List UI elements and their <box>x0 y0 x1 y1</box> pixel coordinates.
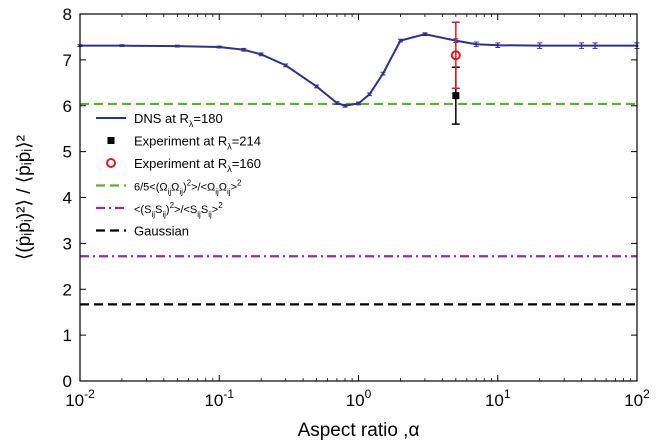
x-tick-label-2: 100 <box>346 387 372 410</box>
y-tick-label-6: 6 <box>63 97 72 116</box>
x-tick-label-1: 10-1 <box>204 387 234 410</box>
dns-point-11 <box>368 92 371 96</box>
y-tick-label-4: 4 <box>63 189 72 208</box>
dns-point-17 <box>496 43 500 47</box>
y-tick-label-1: 1 <box>63 326 72 345</box>
dns-point-16 <box>474 42 478 46</box>
y-tick-label-3: 3 <box>63 234 72 253</box>
legend-swatch-circle <box>106 158 116 168</box>
experiment-circle-marker <box>450 50 461 61</box>
x-tick-label-4: 102 <box>624 387 650 410</box>
dns-point-20 <box>593 44 597 48</box>
x-axis-title: Aspect ratio ,α <box>298 420 420 441</box>
legend-label-2: Experiment at Rλ=160 <box>134 156 261 174</box>
legend-label-0: DNS at Rλ=180 <box>134 111 223 129</box>
legend-label-1: Experiment at Rλ=214 <box>134 134 261 152</box>
x-tick-label-0: 10-2 <box>65 387 95 410</box>
axes-frame <box>79 13 638 382</box>
y-tick-label-8: 8 <box>63 5 72 24</box>
dns-line <box>80 33 637 107</box>
dns-point-3 <box>217 45 221 49</box>
dns-point-12 <box>381 72 385 76</box>
dns-point-14 <box>423 32 427 36</box>
y-tick-label-5: 5 <box>63 143 72 162</box>
dns-point-8 <box>335 101 339 105</box>
dns-point-4 <box>242 48 246 52</box>
legend-swatch-square <box>107 137 115 144</box>
y-tick-label-2: 2 <box>63 280 72 299</box>
y-axis-title: ⟨(ṗᵢṗᵢ)²⟩ / ⟨ṗᵢṗᵢ⟩² <box>14 135 35 260</box>
plot-layer <box>77 21 640 306</box>
legend: DNS at Rλ=180 Experiment at Rλ=214 Experim… <box>96 111 261 239</box>
legend-label-3: 6/5<(ΩijΩij)2>/<ΩijΩij>2 <box>134 179 242 197</box>
legend-label-4: <(SijSij)2>/<SijSij>2 <box>134 201 223 219</box>
y-tick-label-0: 0 <box>63 372 72 391</box>
dns-point-1 <box>120 44 124 48</box>
dns-point-6 <box>284 63 288 67</box>
axes-layer: 10-2 10-1 100 101 102 0 1 2 3 4 5 6 7 8 Aspect ratio ,… <box>14 5 650 441</box>
dns-point-7 <box>315 85 318 88</box>
dns-point-2 <box>175 44 179 48</box>
x-tick-label-3: 101 <box>485 387 511 410</box>
legend-label-5: Gaussian <box>134 224 189 239</box>
dns-point-10 <box>357 102 360 105</box>
dns-point-5 <box>259 52 263 56</box>
experiment-square-marker <box>452 92 460 100</box>
dns-point-19 <box>580 44 583 48</box>
y-tick-label-7: 7 <box>63 51 72 70</box>
dns-point-9 <box>343 104 347 108</box>
dns-point-18 <box>538 44 542 48</box>
dns-point-13 <box>399 39 402 43</box>
